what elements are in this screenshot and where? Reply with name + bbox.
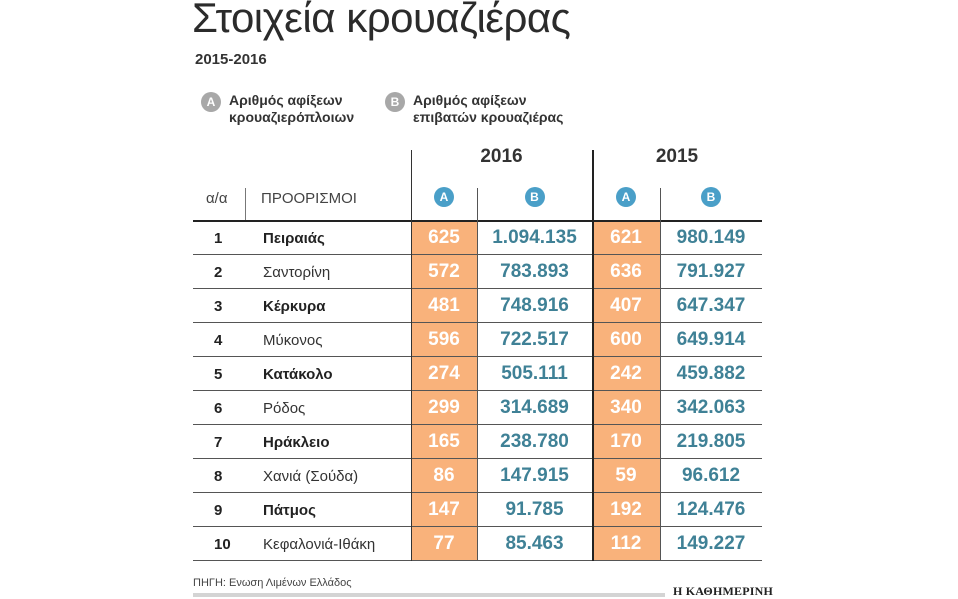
table-cell-value: 342.063 bbox=[676, 397, 746, 418]
table-row-destination: Σαντορίνη bbox=[263, 263, 331, 281]
table-cell-value: 505.111 bbox=[501, 363, 568, 384]
table-row-rank: 9 bbox=[214, 501, 223, 519]
table-cell-value: 96.612 bbox=[681, 465, 741, 486]
table-row-rank: 4 bbox=[214, 331, 223, 349]
badge-2015-b: B bbox=[701, 186, 721, 208]
badge-2015-b-label: B bbox=[701, 187, 721, 207]
table-row-destination: Χανιά (Σούδα) bbox=[263, 467, 359, 485]
table-cell-value: 649.914 bbox=[676, 329, 746, 350]
divider-2015 bbox=[592, 150, 594, 561]
table-row-rank: 7 bbox=[214, 433, 223, 451]
column-header-rank: α/α bbox=[206, 189, 228, 207]
divider-2016-inner bbox=[477, 188, 478, 561]
table-cell-value: 459.882 bbox=[676, 363, 746, 384]
table-cell-value: 722.517 bbox=[500, 329, 569, 350]
table-cell-value: 636 bbox=[610, 261, 642, 282]
table-cell-value: 85.463 bbox=[505, 533, 564, 554]
year-header-2016: 2016 bbox=[480, 146, 523, 167]
table-cell-value: 147.915 bbox=[500, 465, 569, 486]
table-row-destination: Ρόδος bbox=[263, 399, 306, 417]
table-cell-value: 124.476 bbox=[676, 499, 746, 520]
source-note: ΠΗΓΗ: Ενωση Λιμένων Ελλάδος bbox=[193, 577, 352, 589]
table-cell-value: 407 bbox=[610, 295, 642, 316]
table-cell-value: 299 bbox=[428, 397, 460, 418]
table-cell-value: 600 bbox=[610, 329, 642, 350]
table-row-rank: 6 bbox=[214, 399, 223, 417]
divider-2015-inner bbox=[660, 188, 661, 561]
legend-text-a: Αριθμός αφίξεων κρουαζιερόπλοιων bbox=[229, 92, 355, 125]
table-row-destination: Κέρκυρα bbox=[263, 297, 326, 315]
table-cell-value: 77 bbox=[433, 533, 455, 554]
table-cell-value: 147 bbox=[428, 499, 460, 520]
badge-2015-a-label: A bbox=[616, 187, 636, 207]
table-row-rank: 8 bbox=[214, 467, 223, 485]
badge-2015-a: A bbox=[616, 186, 636, 208]
table-cell-value: 625 bbox=[428, 227, 460, 248]
legend-item-a: A Αριθμός αφίξεων κρουαζιερόπλοιων bbox=[201, 92, 379, 126]
table-row-destination: Κατάκολο bbox=[263, 365, 333, 383]
table-cell-value: 219.805 bbox=[676, 431, 746, 452]
column-header-destination: ΠΡΟΟΡΙΣΜΟΙ bbox=[261, 189, 357, 207]
table-cell-value: 238.780 bbox=[500, 431, 569, 452]
table-cell-value: 91.785 bbox=[505, 499, 564, 520]
table-cell-value: 596 bbox=[428, 329, 460, 350]
legend-badge-b: B bbox=[385, 92, 405, 112]
legend-text-b: Αριθμός αφίξεων επιβατών κρουαζιέρας bbox=[413, 92, 564, 125]
table-cell-value: 170 bbox=[610, 431, 642, 452]
table-cell-value: 165 bbox=[428, 431, 460, 452]
badge-2016-b-label: B bbox=[524, 187, 545, 207]
table-cell-value: 980.149 bbox=[676, 227, 746, 248]
table-cell-value: 647.347 bbox=[676, 295, 746, 316]
publisher-brand: Η ΚΑΘΗΜΕΡΙΝΗ bbox=[673, 584, 774, 598]
table-cell-value: 621 bbox=[610, 227, 642, 248]
table-cell-value: 59 bbox=[615, 465, 637, 486]
table-row-rank: 5 bbox=[214, 365, 223, 383]
table-row-destination: Μύκονος bbox=[263, 331, 323, 349]
chart-title: Στοιχεία κρουαζιέρας bbox=[192, 0, 571, 41]
table-cell-value: 192 bbox=[610, 499, 642, 520]
highlight-column-2016 bbox=[411, 221, 477, 561]
table-row-destination: Κεφαλονιά-Ιθάκη bbox=[263, 535, 376, 553]
table-row-rank: 2 bbox=[214, 263, 223, 281]
table-row-destination: Πειραιάς bbox=[263, 229, 325, 247]
table-cell-value: 783.893 bbox=[500, 261, 569, 282]
table-cell-value: 242 bbox=[610, 363, 642, 384]
table-cell-value: 791.927 bbox=[676, 261, 746, 282]
highlight-column-2015 bbox=[592, 221, 660, 561]
table-cell-value: 748.916 bbox=[500, 295, 569, 316]
divider-rank bbox=[245, 188, 246, 220]
table-cell-value: 149.227 bbox=[676, 533, 746, 554]
table-cell-value: 572 bbox=[428, 261, 460, 282]
table-row-rank: 3 bbox=[214, 297, 223, 315]
divider-2016 bbox=[411, 150, 412, 561]
table-cell-value: 112 bbox=[610, 533, 642, 554]
table-row-destination: Ηράκλειο bbox=[263, 433, 330, 451]
table-row-rank: 1 bbox=[214, 229, 223, 247]
badge-2016-a-label: A bbox=[434, 187, 454, 207]
table-row-rank: 10 bbox=[214, 535, 231, 553]
table-cell-value: 340 bbox=[610, 397, 642, 418]
badge-2016-b: B bbox=[524, 186, 545, 208]
legend-badge-a: A bbox=[201, 92, 221, 112]
table-cell-value: 1.094.135 bbox=[492, 227, 577, 248]
table-cell-value: 481 bbox=[428, 295, 460, 316]
footer-divider bbox=[193, 593, 665, 597]
table-row-destination: Πάτμος bbox=[263, 501, 316, 519]
table-cell-value: 274 bbox=[428, 363, 460, 384]
badge-2016-a: A bbox=[434, 186, 454, 208]
table-cell-value: 314.689 bbox=[500, 397, 569, 418]
year-header-2015: 2015 bbox=[655, 146, 699, 167]
legend-item-b: B Αριθμός αφίξεων επιβατών κρουαζιέρας bbox=[385, 92, 583, 126]
table-cell-value: 86 bbox=[433, 465, 455, 486]
chart-subtitle: 2015-2016 bbox=[195, 51, 267, 68]
